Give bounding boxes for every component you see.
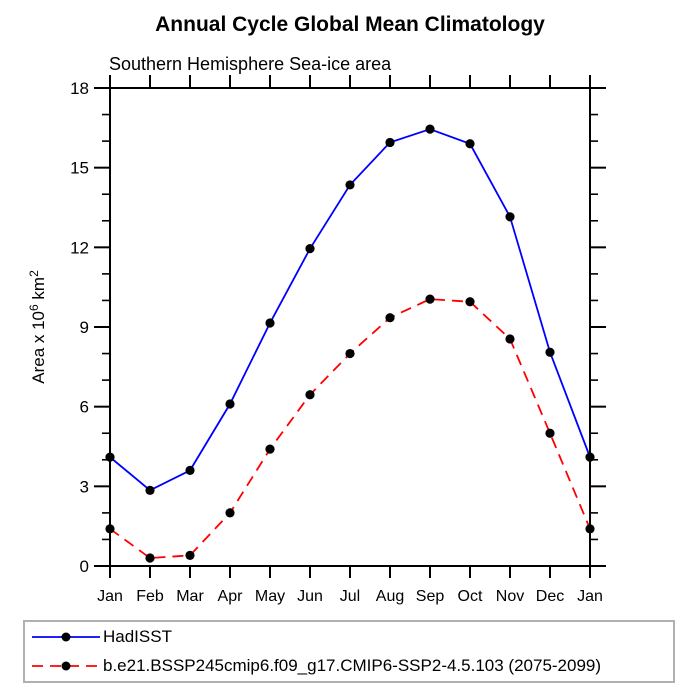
line-chart-sea-ice-area: Annual Cycle Global Mean Climatology Sou… xyxy=(27,13,606,605)
legend-sample-solid-line xyxy=(32,632,100,642)
x-tick-label: Sep xyxy=(416,588,445,605)
series-line-1 xyxy=(109,298,591,559)
y-axis-title-sup: 2 xyxy=(27,270,41,277)
data-point-marker xyxy=(585,452,595,462)
y-tick-label: 18 xyxy=(70,79,89,98)
data-point-marker xyxy=(185,465,195,475)
x-tick-label: Nov xyxy=(496,588,524,605)
legend-row-hadisst: HadISST xyxy=(25,623,673,652)
y-axis-title-seg: Area x 10 xyxy=(29,311,48,384)
series-layer xyxy=(105,124,595,563)
chart-title: Annual Cycle Global Mean Climatology xyxy=(155,13,545,36)
y-tick-label: 15 xyxy=(70,159,89,178)
data-point-marker xyxy=(345,180,355,190)
data-point-marker xyxy=(425,124,435,134)
x-tick-label: Feb xyxy=(136,588,164,605)
data-point-marker xyxy=(545,428,555,438)
x-tick-label: Jan xyxy=(577,588,603,605)
x-tick-label: Aug xyxy=(376,588,404,605)
data-point-marker xyxy=(465,139,475,149)
legend: HadISST b.e21.BSSP245cmip6.f09_g17.CMIP6… xyxy=(23,620,675,683)
data-point-marker xyxy=(585,524,595,534)
y-tick-label: 6 xyxy=(80,398,89,417)
data-point-marker xyxy=(385,313,395,323)
data-point-marker xyxy=(105,452,115,462)
data-point-marker xyxy=(465,297,475,307)
legend-marker-dot xyxy=(61,632,71,642)
data-point-marker xyxy=(505,334,515,344)
data-point-marker xyxy=(225,508,235,518)
y-tick-label: 3 xyxy=(80,477,89,496)
y-tick-label: 12 xyxy=(70,238,89,257)
data-point-marker xyxy=(505,212,515,222)
data-point-marker xyxy=(425,294,435,304)
axes-layer: Jan Feb Mar Apr May Jun Jul Aug Sep Oct Nov Dec Jan 0… xyxy=(27,75,606,605)
y-axis-title-sup: 6 xyxy=(27,304,41,311)
x-tick-label: May xyxy=(255,588,285,605)
data-point-marker xyxy=(265,318,275,328)
data-point-marker xyxy=(265,444,275,454)
legend-sample-dashed-line xyxy=(32,661,100,671)
data-point-marker xyxy=(185,550,195,560)
x-tick-label: Dec xyxy=(536,588,564,605)
chart-subtitle: Southern Hemisphere Sea-ice area xyxy=(109,54,392,74)
plot-frame xyxy=(109,87,591,567)
legend-row-model: b.e21.BSSP245cmip6.f09_g17.CMIP6-SSP2-4.… xyxy=(25,652,673,681)
legend-label-hadisst: HadISST xyxy=(103,627,172,646)
y-axis-title-seg: km xyxy=(29,277,48,304)
data-point-marker xyxy=(305,390,315,400)
x-tick-label: Apr xyxy=(218,588,244,605)
data-point-marker xyxy=(105,524,115,534)
x-tick-label: Jun xyxy=(297,588,323,605)
x-tick-label: Jan xyxy=(97,588,123,605)
data-point-marker xyxy=(305,244,315,254)
y-axis-title: Area x 106 km2 xyxy=(27,270,48,384)
data-point-marker xyxy=(545,347,555,357)
data-point-marker xyxy=(145,553,155,563)
legend-marker-dot xyxy=(61,661,71,671)
x-tick-label: Jul xyxy=(340,588,360,605)
data-point-marker xyxy=(145,485,155,495)
data-point-marker xyxy=(345,348,355,359)
y-tick-label: 0 xyxy=(80,557,89,576)
x-tick-label: Mar xyxy=(176,588,204,605)
legend-label-model: b.e21.BSSP245cmip6.f09_g17.CMIP6-SSP2-4.… xyxy=(103,656,602,675)
x-tick-label: Oct xyxy=(458,588,483,605)
data-point-marker xyxy=(385,137,395,148)
y-tick-label: 9 xyxy=(80,318,89,337)
data-point-marker xyxy=(225,399,235,409)
